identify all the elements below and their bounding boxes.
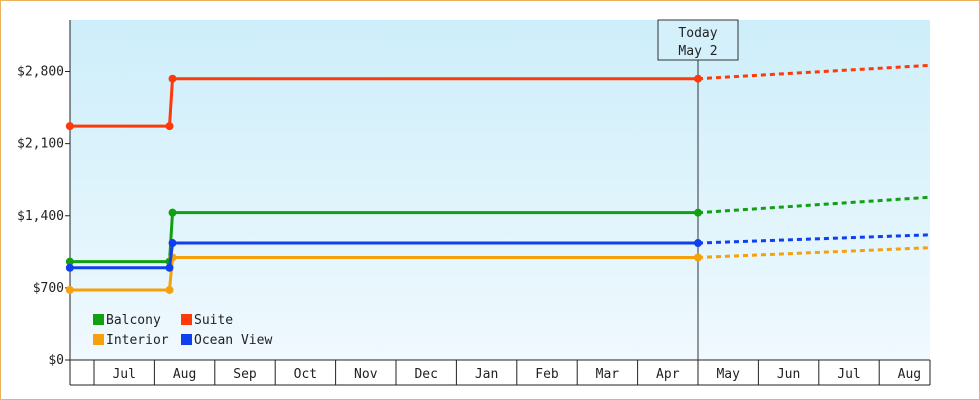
x-month-label: Apr	[656, 367, 680, 382]
today-box	[657, 19, 739, 61]
series-point-suite	[65, 122, 74, 131]
x-month-label: Nov	[354, 367, 378, 382]
legend-label-suite: Suite	[194, 313, 233, 328]
y-tick-label: $1,400	[17, 209, 64, 224]
series-point-interior	[165, 285, 174, 294]
series-line-balcony	[69, 211, 698, 264]
legend-label-interior: Interior	[106, 333, 169, 348]
x-month-label: Oct	[294, 367, 317, 382]
legend-label-balcony: Balcony	[106, 313, 161, 328]
series-point-suite	[165, 122, 174, 131]
series-forecast-balcony	[697, 195, 931, 215]
series-lines	[65, 63, 931, 294]
series-forecast-interior	[697, 246, 931, 259]
x-month-label: Jul	[112, 367, 135, 382]
series-forecast-suite	[697, 63, 931, 81]
y-tick-label: $2,800	[17, 65, 64, 80]
x-month-label: Aug	[173, 367, 196, 382]
series-forecast-ocean-view	[697, 233, 931, 245]
series-point-ocean-view	[65, 263, 74, 272]
series-line-ocean-view	[69, 241, 698, 270]
series-point-suite	[694, 74, 702, 83]
y-axis: $0 $700 $1,400 $2,100 $2,800	[17, 20, 71, 385]
y-tick-label: $0	[48, 353, 64, 368]
legend-label-ocean-view: Ocean View	[194, 333, 272, 348]
x-axis: Jul Aug Sep Oct Nov Dec Jan Feb Mar Apr May Jun Jul A…	[70, 359, 931, 386]
today-label: Today	[678, 26, 717, 41]
y-tick-label: $2,100	[17, 137, 64, 152]
plot-background	[70, 20, 930, 360]
x-month-label: Aug	[898, 367, 921, 382]
legend-swatch-suite	[181, 314, 192, 325]
series-point-ocean-view	[694, 239, 702, 248]
legend: Balcony Suite Interior Ocean View	[93, 313, 272, 348]
x-month-label: Jan	[475, 367, 498, 382]
today-date-label: May 2	[678, 44, 717, 59]
series-point-ocean-view	[165, 263, 174, 272]
series-line-interior	[69, 255, 698, 292]
x-month-label: Mar	[596, 367, 620, 382]
today-marker: Today May 2	[657, 19, 739, 360]
series-point-suite	[168, 74, 177, 83]
legend-swatch-ocean-view	[181, 334, 192, 345]
legend-swatch-balcony	[93, 314, 104, 325]
x-month-label: Feb	[535, 367, 559, 382]
x-month-label: May	[716, 367, 740, 382]
series-point-balcony	[168, 208, 177, 217]
y-tick-label: $700	[33, 281, 64, 296]
legend-swatch-interior	[93, 334, 104, 345]
series-line-suite	[69, 77, 698, 128]
series-point-ocean-view	[168, 239, 177, 248]
series-point-balcony	[694, 208, 702, 217]
x-month-label: Dec	[414, 367, 437, 382]
series-point-balcony	[65, 257, 74, 266]
x-month-label: Jun	[777, 367, 800, 382]
x-month-label: Sep	[233, 367, 257, 382]
x-month-label: Jul	[837, 367, 860, 382]
series-point-interior	[694, 253, 702, 262]
series-point-interior	[65, 285, 74, 294]
